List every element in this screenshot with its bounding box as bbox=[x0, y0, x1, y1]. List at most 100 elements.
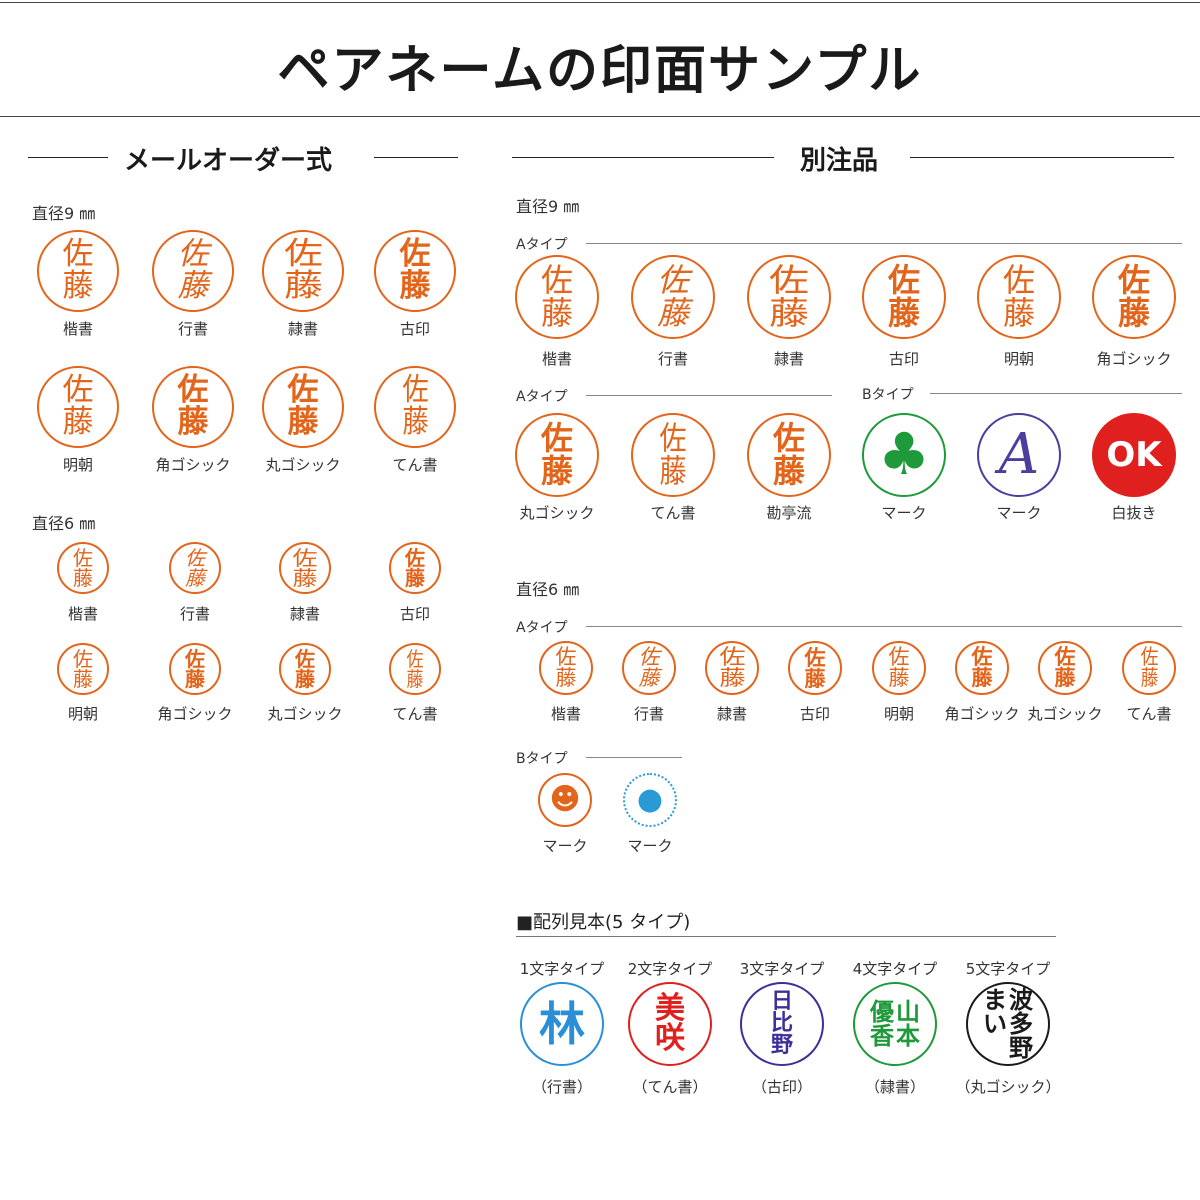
stamp-char-bottom: 藤 bbox=[73, 667, 93, 691]
stamp-caption: 行書 bbox=[633, 705, 665, 723]
stamp-char: い bbox=[983, 1010, 1007, 1038]
stamp-char-top: 佐 bbox=[406, 646, 424, 671]
stamp-char-top: 佐 bbox=[555, 644, 577, 669]
name-stamp: 佐藤 bbox=[374, 366, 456, 448]
stamp-char-row: ま波 bbox=[983, 988, 1033, 1012]
stamp-caption: 古印 bbox=[799, 705, 831, 723]
stamp-caption: てん書 bbox=[1126, 705, 1172, 723]
letter-a-icon: A bbox=[998, 422, 1040, 488]
character-mark-stamp: ☻ bbox=[538, 773, 592, 827]
clover-mark-stamp: ♣ bbox=[862, 413, 946, 497]
stamp-char-top: 佐 bbox=[185, 545, 205, 570]
stamp-char-bottom: 藤 bbox=[62, 404, 94, 440]
stamp-char-bottom: 藤 bbox=[287, 404, 319, 440]
ok-white-stamp: OK bbox=[1092, 413, 1176, 497]
layout-samples-rule bbox=[516, 936, 1056, 937]
layout-sample-stamp: 林 bbox=[520, 982, 604, 1066]
stamp-char-top: 佐 bbox=[888, 644, 910, 669]
right-d6-type-a-label: Aタイプ bbox=[516, 620, 568, 636]
stamp-char-bottom: 藤 bbox=[638, 666, 660, 690]
top-border bbox=[0, 2, 1200, 3]
name-stamp: 佐藤 bbox=[631, 413, 715, 497]
name-stamp: 佐藤 bbox=[515, 255, 599, 339]
stamp-char-bottom: 藤 bbox=[73, 566, 93, 590]
stamp-char-bottom: 藤 bbox=[659, 452, 687, 490]
layout-type-label: 2文字タイプ bbox=[627, 960, 713, 978]
bear-mark-stamp: ● bbox=[623, 773, 677, 827]
stamp-char-top: 佐 bbox=[177, 372, 209, 409]
stamp-caption: 明朝 bbox=[883, 705, 915, 723]
layout-type-label: 3文字タイプ bbox=[739, 960, 825, 978]
stamp-char: 香 bbox=[870, 1022, 894, 1050]
stamp-caption: 楷書 bbox=[62, 320, 94, 338]
stamp-char-row: 比 bbox=[771, 1013, 793, 1035]
right-d9-type-a-label-2: Aタイプ bbox=[516, 389, 568, 405]
name-stamp: 佐藤 bbox=[705, 641, 759, 695]
stamp-char-bottom: 藤 bbox=[887, 294, 920, 332]
right-header-rule-left bbox=[512, 157, 774, 158]
stamp-char-top: 佐 bbox=[638, 644, 660, 669]
stamp-caption: 行書 bbox=[179, 605, 211, 623]
name-stamp: 佐藤 bbox=[872, 641, 926, 695]
name-stamp: 佐藤 bbox=[374, 230, 456, 312]
stamp-char-bottom: 藤 bbox=[185, 667, 205, 691]
stamp-caption: 古印 bbox=[888, 350, 920, 368]
stamp-char-bottom: 藤 bbox=[718, 666, 746, 690]
stamp-char-top: 佐 bbox=[1117, 261, 1150, 300]
stamp-char-bottom: 藤 bbox=[1002, 294, 1035, 332]
stamp-char-bottom: 藤 bbox=[295, 667, 315, 691]
right-d6-label: 直径6 ㎜ bbox=[516, 580, 580, 599]
layout-sample-stamp: ま波い多野 bbox=[966, 982, 1050, 1066]
right-d9-type-a-label: Aタイプ bbox=[516, 237, 568, 253]
stamp-char-bottom: 藤 bbox=[1117, 294, 1150, 332]
layout-sample-stamp: 優山香本 bbox=[853, 982, 937, 1066]
stamp-char-top: 佐 bbox=[292, 545, 318, 570]
stamp-char-bottom: 藤 bbox=[401, 404, 429, 440]
stamp-caption: マーク bbox=[881, 504, 927, 522]
name-stamp: 佐藤 bbox=[977, 255, 1061, 339]
name-stamp: 佐藤 bbox=[1092, 255, 1176, 339]
stamp-caption: てん書 bbox=[650, 504, 696, 522]
stamp-caption: 楷書 bbox=[67, 605, 99, 623]
type-b-rule bbox=[930, 393, 1182, 394]
stamp-char: 波 bbox=[1009, 986, 1033, 1014]
stamp-char-top: 佐 bbox=[804, 644, 826, 670]
stamp-caption: 角ゴシック bbox=[155, 456, 231, 474]
type-a-rule-2 bbox=[586, 395, 832, 396]
left-d6-label: 直径6 ㎜ bbox=[32, 514, 96, 533]
stamp-char-bottom: 藤 bbox=[292, 566, 318, 590]
stamp-char: 本 bbox=[896, 1022, 920, 1050]
stamp-caption: 楷書 bbox=[541, 350, 573, 368]
name-stamp: 佐藤 bbox=[747, 413, 831, 497]
name-stamp: 佐藤 bbox=[57, 643, 109, 695]
right-header-rule-right bbox=[910, 157, 1174, 158]
name-stamp: 佐藤 bbox=[747, 255, 831, 339]
stamp-char-bottom: 藤 bbox=[405, 566, 425, 590]
stamp-caption: マーク bbox=[542, 837, 588, 855]
stamp-caption: マーク bbox=[627, 837, 673, 855]
stamp-char-top: 佐 bbox=[540, 419, 573, 458]
stamp-char-top: 佐 bbox=[287, 372, 319, 409]
name-stamp: 佐藤 bbox=[389, 542, 441, 594]
title-divider bbox=[0, 116, 1200, 117]
stamp-caption: マーク bbox=[996, 504, 1042, 522]
stamp-char-top: 佐 bbox=[718, 644, 746, 669]
stamp-char-row: 香本 bbox=[870, 1024, 920, 1048]
stamp-char-bottom: 藤 bbox=[971, 666, 993, 690]
page-title: ペアネームの印面サンプル bbox=[277, 40, 923, 101]
name-stamp: 佐藤 bbox=[152, 366, 234, 448]
stamp-char-bottom: 藤 bbox=[1054, 666, 1076, 690]
name-stamp: 佐藤 bbox=[622, 641, 676, 695]
stamp-char-row: 林 bbox=[539, 1001, 585, 1047]
layout-type-label: 4文字タイプ bbox=[852, 960, 938, 978]
stamp-char-top: 佐 bbox=[62, 372, 94, 409]
name-stamp: 佐藤 bbox=[37, 230, 119, 312]
type-a-rule-d6 bbox=[586, 626, 1182, 627]
stamp-char-bottom: 藤 bbox=[540, 294, 573, 332]
stamp-caption: 楷書 bbox=[550, 705, 582, 723]
name-stamp: 佐藤 bbox=[1122, 641, 1176, 695]
clover-icon: ♣ bbox=[878, 420, 930, 489]
stamp-caption: 角ゴシック bbox=[157, 705, 233, 723]
name-stamp: 佐藤 bbox=[515, 413, 599, 497]
stamp-char-bottom: 藤 bbox=[177, 404, 209, 440]
